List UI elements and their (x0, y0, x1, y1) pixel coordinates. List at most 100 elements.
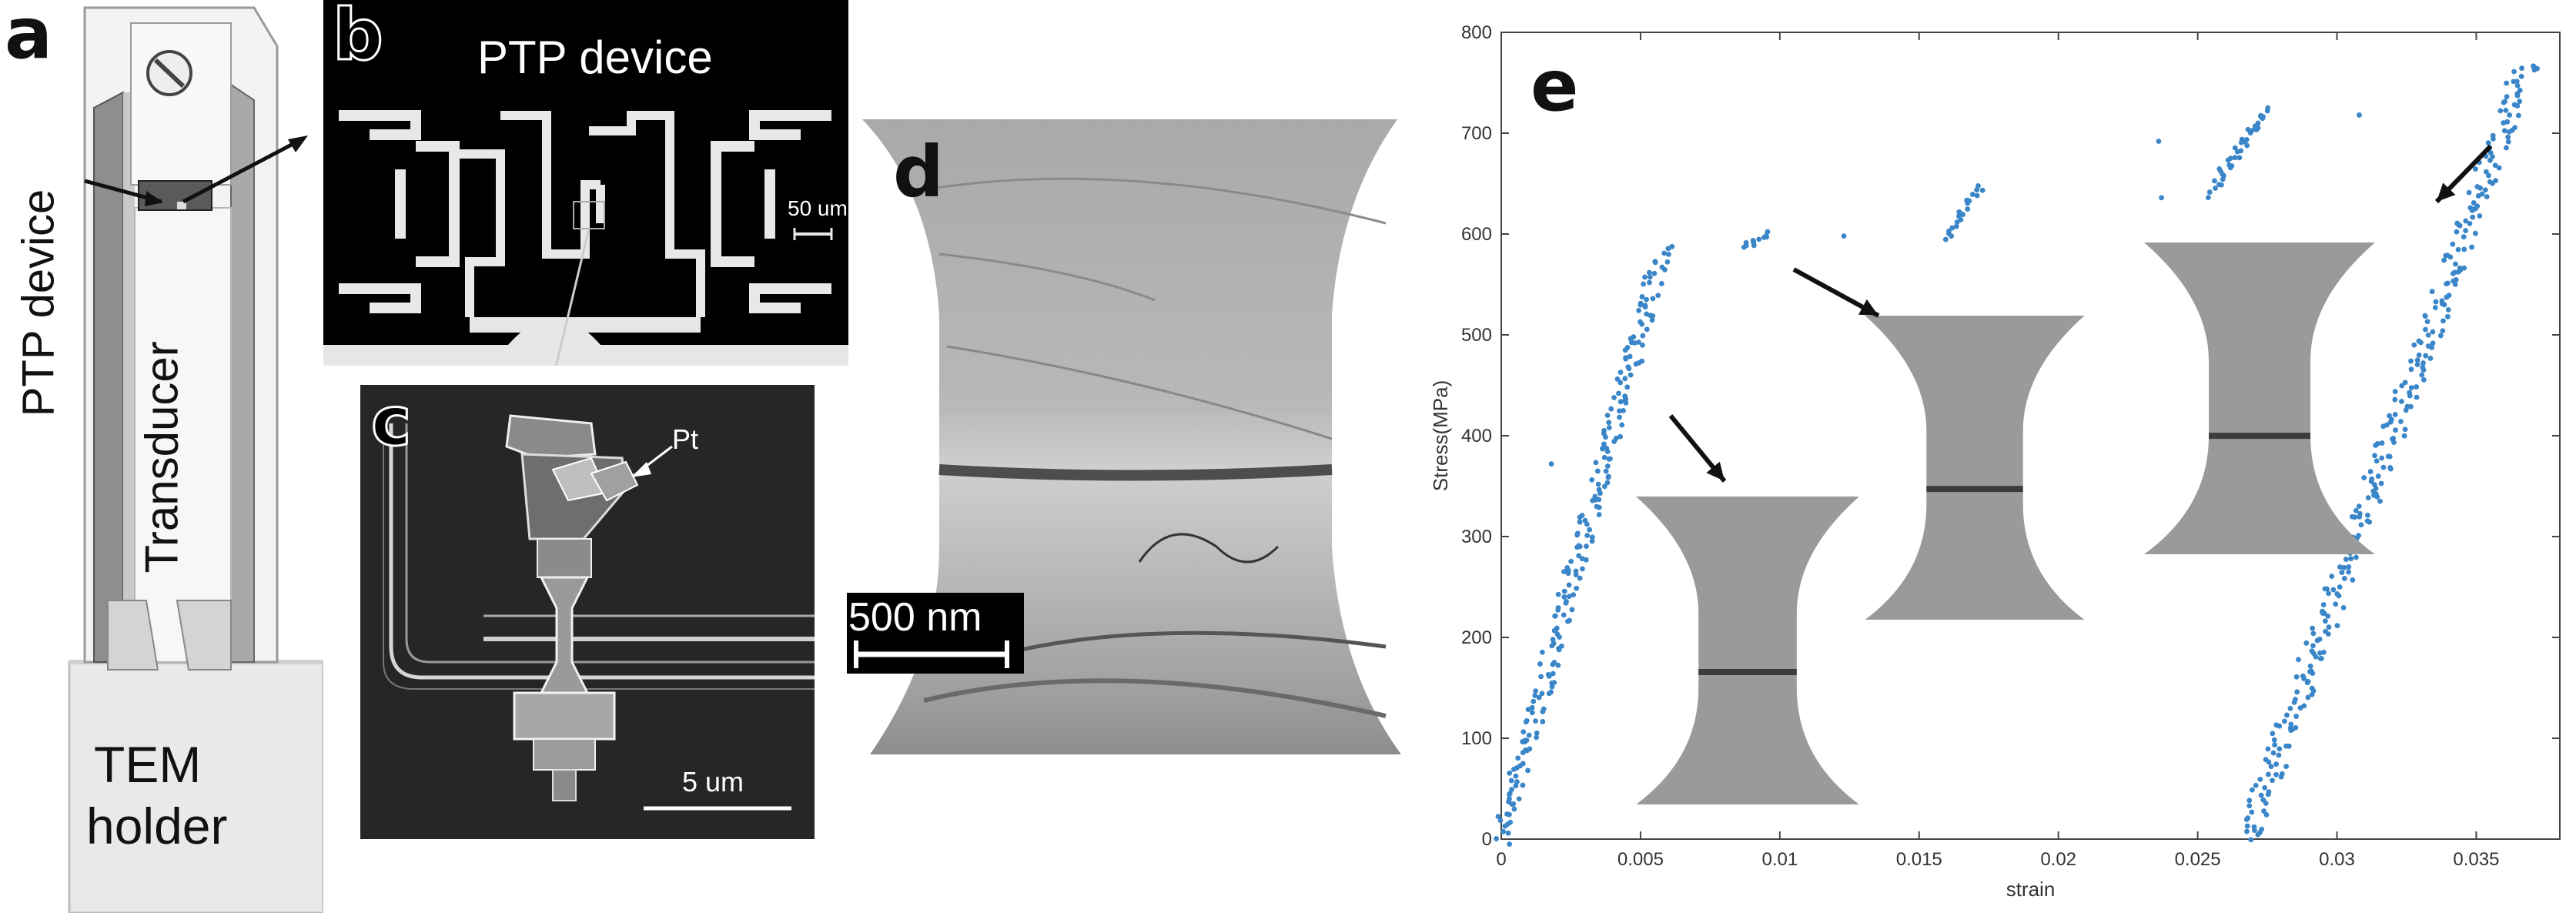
data-point (2265, 105, 2271, 111)
data-point (1623, 355, 1629, 361)
data-point (1520, 782, 1526, 788)
data-point (1566, 594, 1572, 600)
data-point (1606, 456, 1612, 462)
data-point (2473, 166, 2478, 172)
data-point (1541, 706, 1547, 712)
data-point (1596, 504, 1602, 510)
data-point (2301, 703, 2307, 709)
data-point (1561, 594, 1567, 600)
data-point (2479, 191, 2485, 197)
data-point (2266, 759, 2272, 765)
data-point (2310, 625, 2315, 631)
x-tick-label: 0.025 (2175, 849, 2221, 870)
data-point (2490, 132, 2496, 139)
data-point (1568, 558, 1574, 564)
data-point (2320, 602, 2327, 607)
data-point (2429, 289, 2435, 295)
data-point (2325, 613, 2331, 619)
data-point (1531, 698, 1537, 704)
panel-letter-c: c (370, 381, 412, 463)
data-point (1974, 192, 1980, 199)
tem-holder-drawing (68, 6, 323, 913)
data-point (1565, 618, 1571, 624)
data-point (2253, 782, 2259, 788)
x-tick-label: 0.015 (1896, 849, 1942, 870)
data-point (1640, 342, 1645, 348)
data-point (2517, 88, 2523, 93)
data-point (1538, 674, 1544, 680)
data-point (2466, 189, 2472, 196)
data-point (2367, 469, 2374, 474)
panel-e: 0 0.005 0.01 0.015 0.02 0.025 0.03 0.035 0 100 200… (1417, 0, 2576, 913)
data-point (2348, 556, 2354, 562)
scale-bar-label-b: 50 um (788, 196, 848, 220)
data-point (1526, 732, 1532, 738)
data-point (2262, 784, 2268, 791)
stress-strain-chart: 0 0.005 0.01 0.015 0.02 0.025 0.03 0.035 0 100 200… (1429, 22, 2561, 901)
data-point (2461, 246, 2467, 252)
data-point (2334, 591, 2340, 597)
data-point (1532, 693, 1538, 698)
data-point (1513, 783, 1519, 789)
data-point (1614, 376, 1621, 382)
transducer-label: Transducer (135, 341, 188, 574)
data-point (2440, 328, 2446, 334)
panel-a: a PTP device Transducer TEM holder (0, 0, 323, 913)
data-point (2471, 200, 2477, 206)
data-point (1957, 210, 1963, 216)
data-point (1576, 553, 1582, 559)
data-point (1751, 239, 1757, 246)
data-point (1548, 689, 1554, 695)
arrow-to-inset-3-head (2437, 182, 2456, 202)
data-point (1555, 662, 1561, 668)
data-point (1511, 806, 1517, 812)
data-point (2303, 640, 2310, 646)
data-point (1603, 468, 1609, 474)
y-tick-label: 0 (1482, 829, 1492, 850)
data-point (1631, 340, 1638, 346)
data-point-outlier (2156, 139, 2162, 144)
pt-label: Pt (672, 423, 699, 455)
data-point (2374, 441, 2380, 446)
tem-holder-label-line2: holder (86, 798, 228, 854)
data-point (2439, 298, 2445, 304)
data-point (1635, 339, 1641, 345)
data-point (2317, 650, 2323, 656)
data-point (2399, 383, 2405, 389)
data-point (2377, 498, 2383, 504)
data-point (2333, 601, 2339, 607)
data-point (1556, 645, 1561, 651)
data-point (2402, 380, 2408, 386)
data-point (2430, 329, 2436, 335)
data-point (1743, 239, 1749, 246)
data-point (2239, 136, 2245, 142)
data-point (1579, 566, 1585, 572)
data-point (1669, 243, 1675, 249)
y-tick-label: 500 (1461, 325, 1492, 346)
data-point (2515, 112, 2521, 119)
data-point (1533, 718, 1538, 724)
data-point (2511, 69, 2517, 75)
data-point (1942, 236, 1949, 242)
data-point (1604, 445, 1610, 451)
data-point (1764, 234, 1770, 240)
data-point (2390, 436, 2395, 442)
data-point (2392, 396, 2398, 403)
ptp-device-title: PTP device (477, 32, 713, 83)
data-point (2259, 826, 2265, 832)
data-point (2437, 333, 2444, 339)
data-point (1557, 634, 1562, 640)
data-point (2283, 764, 2289, 770)
data-point (1640, 333, 1646, 339)
data-point (1644, 296, 1649, 303)
data-point (1534, 730, 1540, 736)
data-point (1513, 773, 1519, 779)
data-point (2356, 533, 2362, 539)
data-point (1555, 605, 1561, 610)
data-point (2353, 507, 2359, 513)
data-point (2454, 229, 2460, 235)
x-tick-label: 0.035 (2453, 849, 2499, 870)
x-tick-label: 0.02 (2040, 849, 2076, 870)
data-point (2246, 803, 2253, 809)
data-point (1494, 836, 1499, 841)
